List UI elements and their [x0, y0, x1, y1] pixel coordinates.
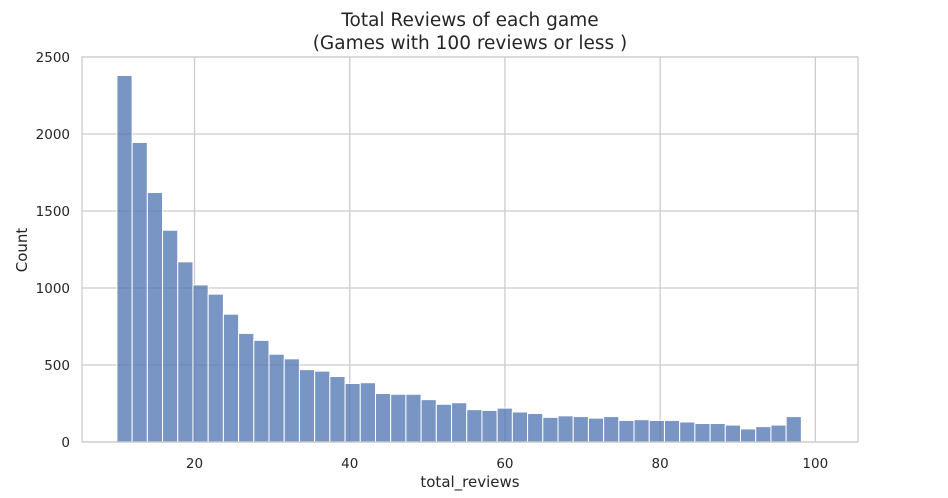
- histogram-bar: [131, 141, 148, 443]
- histogram-bar: [496, 407, 513, 443]
- histogram-bar: [663, 419, 681, 443]
- histogram-bar: [253, 339, 270, 443]
- histogram-bar: [557, 415, 574, 443]
- histogram-bar: [648, 419, 665, 443]
- histogram-bar: [527, 413, 544, 443]
- histogram-bar: [542, 416, 559, 443]
- histogram-bar: [466, 409, 483, 443]
- histogram-bar: [238, 332, 255, 443]
- x-tick-label: 80: [652, 456, 669, 472]
- histogram-bar: [283, 358, 300, 443]
- histogram-bar: [192, 284, 209, 443]
- histogram-bar: [694, 423, 711, 443]
- y-tick-label: 2500: [36, 50, 70, 66]
- x-tick-label: 100: [802, 456, 828, 472]
- x-tick-label: 60: [496, 456, 513, 472]
- histogram-bar: [618, 419, 635, 443]
- y-tick-label: 1500: [36, 204, 70, 220]
- histogram-bar: [724, 424, 742, 443]
- histogram-bar: [268, 353, 285, 443]
- histogram-bar: [146, 192, 164, 443]
- chart-subtitle: (Games with 100 reviews or less ): [313, 33, 628, 54]
- y-tick-labels: 0 500 1000 1500 2000 2500: [36, 50, 70, 451]
- histogram-bar: [390, 393, 407, 443]
- histogram-bar: [679, 421, 696, 443]
- histogram-bar: [162, 229, 179, 443]
- histogram-bars: [116, 74, 802, 443]
- histogram-bar: [572, 416, 589, 443]
- y-axis-label: Count: [13, 228, 31, 273]
- histogram-bar: [451, 402, 468, 443]
- chart-title: Total Reviews of each game: [340, 10, 598, 31]
- histogram-bar: [405, 393, 422, 443]
- histogram-bar: [755, 426, 772, 443]
- histogram-bar: [633, 419, 650, 443]
- histogram-bar: [298, 369, 316, 443]
- histogram-bar: [222, 313, 240, 443]
- histogram-bar: [511, 411, 529, 443]
- plot-frame: [81, 56, 859, 443]
- x-tick-label: 20: [186, 456, 203, 472]
- x-axis-label: total_reviews: [420, 473, 519, 492]
- histogram-bar: [314, 370, 331, 443]
- histogram-bar: [374, 392, 392, 443]
- histogram-bar: [116, 74, 133, 443]
- histogram-bar: [785, 416, 802, 443]
- histogram-bar: [481, 409, 498, 443]
- histogram-bar: [740, 428, 757, 443]
- histogram-bar: [329, 376, 346, 443]
- histogram-bar: [587, 417, 605, 443]
- histogram-bar: [177, 261, 194, 443]
- x-tick-label: 40: [341, 456, 358, 472]
- histogram-bar: [709, 423, 726, 443]
- y-tick-label: 500: [44, 358, 70, 374]
- histogram-bar: [603, 416, 620, 443]
- y-tick-label: 2000: [36, 127, 70, 143]
- histogram-bar: [435, 403, 453, 443]
- histogram-bar: [359, 382, 376, 443]
- y-tick-label: 1000: [36, 281, 70, 297]
- histogram-bar: [420, 399, 437, 443]
- histogram-bar: [207, 293, 224, 443]
- histogram-bar: [770, 424, 787, 443]
- x-tick-labels: 20 40 60 80 100: [186, 456, 828, 472]
- histogram-bar: [344, 382, 361, 443]
- y-tick-label: 0: [61, 435, 70, 451]
